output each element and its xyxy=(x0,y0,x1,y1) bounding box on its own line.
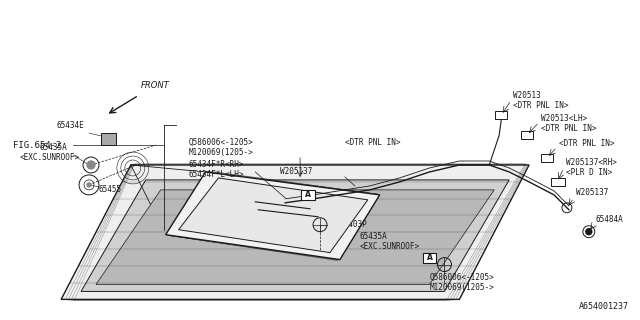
Text: W205137: W205137 xyxy=(280,167,312,176)
Text: Q586006<-1205>: Q586006<-1205> xyxy=(189,138,253,147)
Text: <EXC.SUNROOF>: <EXC.SUNROOF> xyxy=(19,153,79,162)
Text: 65434F*L<LH>: 65434F*L<LH> xyxy=(189,171,244,180)
Circle shape xyxy=(586,229,592,235)
FancyBboxPatch shape xyxy=(551,178,565,186)
Text: A: A xyxy=(427,253,433,262)
Text: <EXC.SUNROOF>: <EXC.SUNROOF> xyxy=(360,242,420,251)
Text: 65403P: 65403P xyxy=(340,220,367,229)
FancyBboxPatch shape xyxy=(422,252,436,262)
Circle shape xyxy=(87,183,91,187)
Text: W205137<RH>: W205137<RH> xyxy=(566,158,617,167)
Text: W20513: W20513 xyxy=(513,91,541,100)
FancyBboxPatch shape xyxy=(495,111,507,119)
Polygon shape xyxy=(166,172,380,260)
Text: 65435A: 65435A xyxy=(360,232,388,241)
Text: M120069(1205->: M120069(1205-> xyxy=(189,148,253,156)
Text: FRONT: FRONT xyxy=(141,81,170,90)
Text: <PLR D IN>: <PLR D IN> xyxy=(566,168,612,178)
Text: <DTR PNL IN>: <DTR PNL IN> xyxy=(345,138,401,147)
Text: A654001237: A654001237 xyxy=(579,302,628,311)
FancyBboxPatch shape xyxy=(541,154,553,162)
Polygon shape xyxy=(179,178,368,252)
Text: A: A xyxy=(305,190,311,199)
FancyBboxPatch shape xyxy=(301,190,315,200)
Text: <DTR PNL IN>: <DTR PNL IN> xyxy=(559,139,614,148)
Text: 65434F*R<RH>: 65434F*R<RH> xyxy=(189,160,244,170)
Text: W205137: W205137 xyxy=(576,188,608,197)
Text: 65484A: 65484A xyxy=(596,215,623,224)
Text: 65435A: 65435A xyxy=(39,142,67,152)
FancyBboxPatch shape xyxy=(521,131,533,139)
Polygon shape xyxy=(101,133,116,145)
Text: <DTR PNL IN>: <DTR PNL IN> xyxy=(513,101,569,110)
Text: Q586006<-1205>: Q586006<-1205> xyxy=(429,273,494,282)
Polygon shape xyxy=(81,180,509,292)
Text: 65434E: 65434E xyxy=(56,121,84,130)
Text: M120069(1205->: M120069(1205-> xyxy=(429,283,494,292)
Text: FIG.654-2: FIG.654-2 xyxy=(13,140,61,149)
Text: W20513<LH>: W20513<LH> xyxy=(541,114,588,123)
Polygon shape xyxy=(96,190,494,284)
Text: <DTR PNL IN>: <DTR PNL IN> xyxy=(541,124,596,132)
Text: 65455: 65455 xyxy=(99,185,122,194)
Circle shape xyxy=(87,161,95,169)
Polygon shape xyxy=(61,165,529,300)
